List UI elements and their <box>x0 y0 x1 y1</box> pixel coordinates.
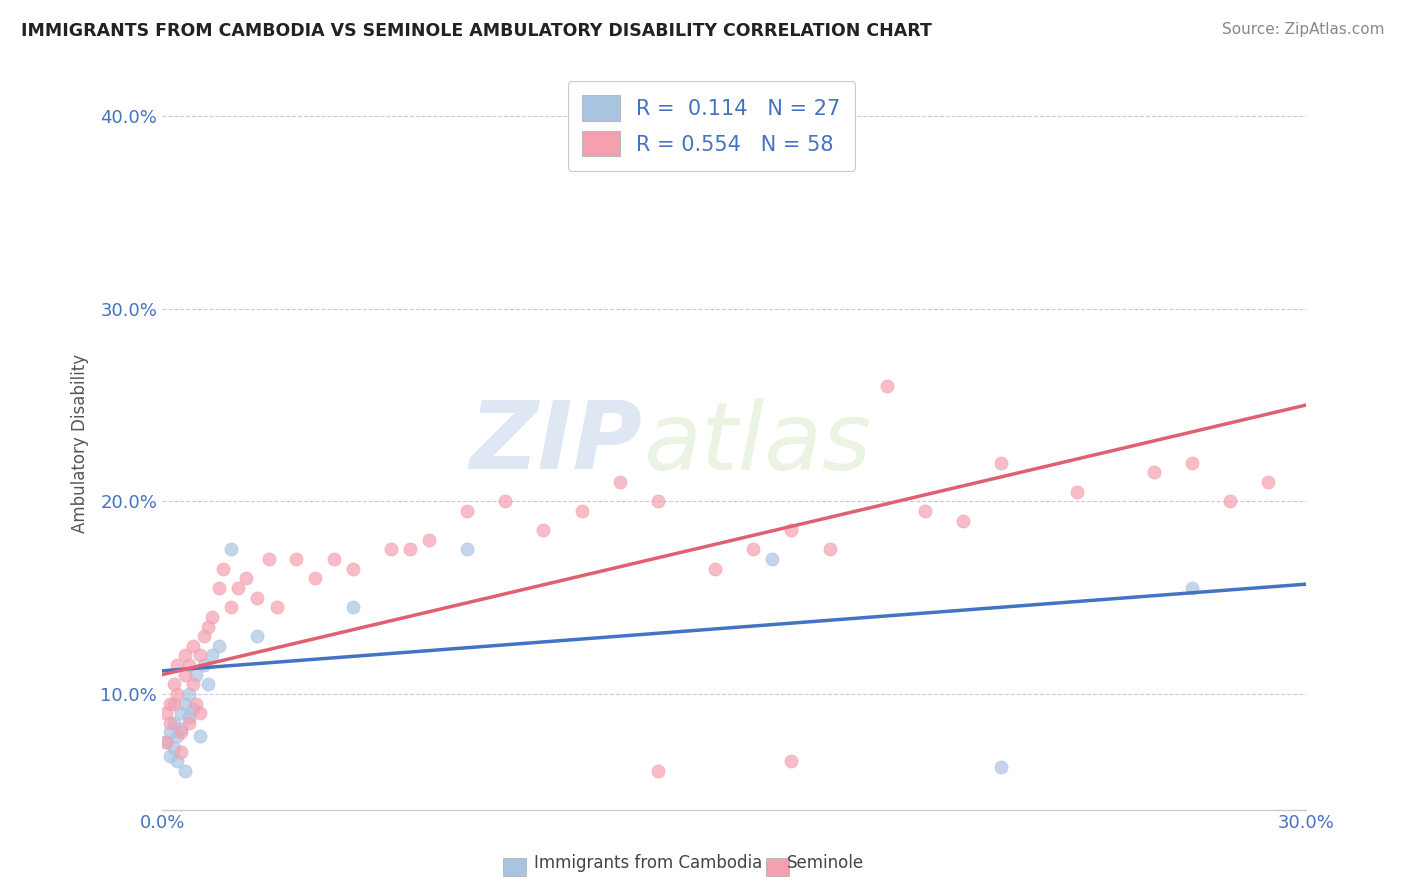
Text: IMMIGRANTS FROM CAMBODIA VS SEMINOLE AMBULATORY DISABILITY CORRELATION CHART: IMMIGRANTS FROM CAMBODIA VS SEMINOLE AMB… <box>21 22 932 40</box>
Point <box>494 494 516 508</box>
Point <box>174 697 197 711</box>
Text: ZIP: ZIP <box>470 398 643 490</box>
Point <box>170 745 193 759</box>
Point <box>170 706 193 721</box>
Point <box>188 706 211 721</box>
Point <box>818 542 841 557</box>
Point <box>159 715 181 730</box>
Point <box>201 610 224 624</box>
Point <box>456 504 478 518</box>
Point <box>399 542 422 557</box>
Point <box>647 764 669 778</box>
Point <box>208 581 231 595</box>
Point <box>181 702 204 716</box>
Point <box>166 687 188 701</box>
Point <box>456 542 478 557</box>
Point <box>914 504 936 518</box>
Text: atlas: atlas <box>643 398 870 489</box>
Point <box>704 562 727 576</box>
Point <box>162 677 184 691</box>
Point <box>174 667 197 681</box>
Point <box>174 648 197 663</box>
Point <box>780 755 803 769</box>
Point <box>228 581 250 595</box>
Point <box>162 697 184 711</box>
Point <box>304 571 326 585</box>
Point <box>246 629 269 643</box>
Point <box>990 760 1012 774</box>
Point <box>197 619 219 633</box>
Point <box>162 740 184 755</box>
Point <box>780 523 803 537</box>
Legend: R =  0.114   N = 27, R = 0.554   N = 58: R = 0.114 N = 27, R = 0.554 N = 58 <box>568 80 855 171</box>
Point <box>1143 466 1166 480</box>
Point <box>284 552 307 566</box>
Point <box>1219 494 1241 508</box>
Point <box>166 658 188 673</box>
Point <box>177 715 200 730</box>
Point <box>170 725 193 739</box>
Point <box>212 562 235 576</box>
Point <box>159 697 181 711</box>
Point <box>177 687 200 701</box>
Y-axis label: Ambulatory Disability: Ambulatory Disability <box>72 354 89 533</box>
Point <box>418 533 440 547</box>
Point <box>235 571 257 585</box>
Point <box>219 600 242 615</box>
Point <box>188 648 211 663</box>
Point <box>609 475 631 489</box>
Point <box>322 552 344 566</box>
Point <box>162 715 184 730</box>
Point <box>201 648 224 663</box>
Point <box>159 725 181 739</box>
Point <box>181 677 204 691</box>
Point <box>155 735 177 749</box>
Point <box>177 658 200 673</box>
Point <box>177 710 200 724</box>
Point <box>257 552 280 566</box>
Point <box>1257 475 1279 489</box>
Point <box>188 729 211 743</box>
Point <box>342 600 364 615</box>
Point <box>1181 456 1204 470</box>
Point <box>742 542 765 557</box>
Point <box>571 504 593 518</box>
Point <box>159 748 181 763</box>
Point <box>533 523 555 537</box>
Point <box>193 658 215 673</box>
Point <box>174 764 197 778</box>
Point <box>876 378 898 392</box>
Point <box>181 639 204 653</box>
Point <box>170 722 193 736</box>
Point <box>342 562 364 576</box>
Point <box>197 677 219 691</box>
Text: Source: ZipAtlas.com: Source: ZipAtlas.com <box>1222 22 1385 37</box>
Text: Immigrants from Cambodia: Immigrants from Cambodia <box>534 855 762 872</box>
Point <box>761 552 783 566</box>
Point <box>155 706 177 721</box>
Point <box>246 591 269 605</box>
Point <box>155 735 177 749</box>
Point <box>990 456 1012 470</box>
Point <box>186 667 208 681</box>
Point <box>219 542 242 557</box>
Point <box>186 697 208 711</box>
Point <box>380 542 402 557</box>
Point <box>1181 581 1204 595</box>
Point <box>166 729 188 743</box>
Point <box>647 494 669 508</box>
Point <box>952 514 974 528</box>
Point <box>193 629 215 643</box>
Point <box>208 639 231 653</box>
Point <box>266 600 288 615</box>
Text: Seminole: Seminole <box>787 855 865 872</box>
Point <box>1066 484 1088 499</box>
Point <box>166 755 188 769</box>
